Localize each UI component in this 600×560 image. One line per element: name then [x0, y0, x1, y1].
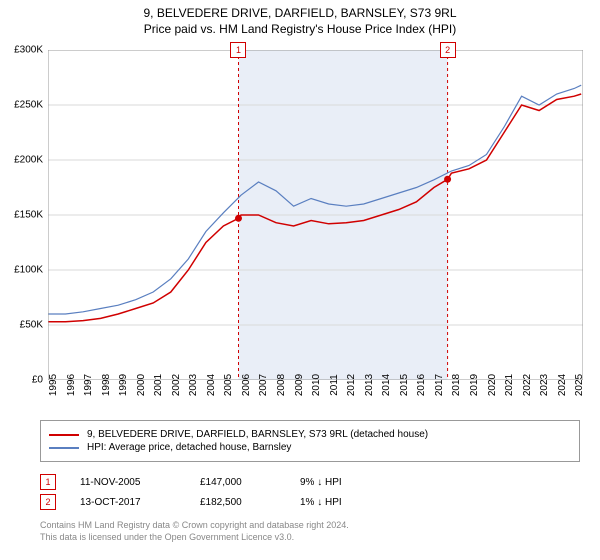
y-axis-label: £0	[32, 375, 43, 386]
marker-row: 1 11-NOV-2005 £147,000 9% ↓ HPI	[40, 474, 580, 490]
y-axis-label: £250K	[14, 100, 43, 111]
x-axis-label: 2025	[574, 374, 585, 396]
x-axis-label: 2001	[153, 374, 164, 396]
x-axis-label: 2007	[258, 374, 269, 396]
x-axis-label: 1999	[118, 374, 129, 396]
marker-box-2: 2	[40, 494, 56, 510]
legend: 9, BELVEDERE DRIVE, DARFIELD, BARNSLEY, …	[40, 420, 580, 462]
chart-area: £0£50K£100K£150K£200K£250K£300K199519961…	[48, 50, 583, 380]
y-axis-label: £100K	[14, 265, 43, 276]
legend-swatch	[49, 447, 79, 449]
footer: Contains HM Land Registry data © Crown c…	[40, 520, 349, 543]
annotation-marker: 1	[230, 42, 246, 58]
x-axis-label: 2014	[381, 374, 392, 396]
y-axis-label: £200K	[14, 155, 43, 166]
chart-title-sub: Price paid vs. HM Land Registry's House …	[0, 22, 600, 36]
legend-label: 9, BELVEDERE DRIVE, DARFIELD, BARNSLEY, …	[87, 429, 428, 440]
x-axis-label: 2005	[223, 374, 234, 396]
x-axis-label: 2023	[539, 374, 550, 396]
x-axis-label: 2013	[364, 374, 375, 396]
marker-delta: 1% ↓ HPI	[300, 497, 400, 508]
y-axis-label: £300K	[14, 45, 43, 56]
x-axis-label: 2024	[557, 374, 568, 396]
chart-title-main: 9, BELVEDERE DRIVE, DARFIELD, BARNSLEY, …	[0, 6, 600, 20]
x-axis-label: 1996	[66, 374, 77, 396]
x-axis-label: 2021	[504, 374, 515, 396]
legend-label: HPI: Average price, detached house, Barn…	[87, 442, 291, 453]
legend-row: HPI: Average price, detached house, Barn…	[49, 442, 571, 453]
x-axis-label: 2003	[188, 374, 199, 396]
marker-delta: 9% ↓ HPI	[300, 477, 400, 488]
x-axis-label: 2020	[487, 374, 498, 396]
x-axis-label: 2008	[276, 374, 287, 396]
legend-swatch	[49, 434, 79, 436]
marker-row: 2 13-OCT-2017 £182,500 1% ↓ HPI	[40, 494, 580, 510]
legend-row: 9, BELVEDERE DRIVE, DARFIELD, BARNSLEY, …	[49, 429, 571, 440]
x-axis-label: 2017	[434, 374, 445, 396]
x-axis-label: 2019	[469, 374, 480, 396]
marker-table: 1 11-NOV-2005 £147,000 9% ↓ HPI 2 13-OCT…	[40, 470, 580, 514]
x-axis-label: 2010	[311, 374, 322, 396]
x-axis-label: 1997	[83, 374, 94, 396]
marker-box-1: 1	[40, 474, 56, 490]
annotation-marker: 2	[440, 42, 456, 58]
y-axis-label: £50K	[20, 320, 43, 331]
x-axis-label: 1998	[101, 374, 112, 396]
x-axis-label: 1995	[48, 374, 59, 396]
x-axis-label: 2002	[171, 374, 182, 396]
x-axis-label: 2004	[206, 374, 217, 396]
x-axis-label: 2006	[241, 374, 252, 396]
x-axis-label: 2009	[294, 374, 305, 396]
x-axis-label: 2015	[399, 374, 410, 396]
marker-price: £182,500	[200, 497, 300, 508]
x-axis-label: 2022	[522, 374, 533, 396]
marker-price: £147,000	[200, 477, 300, 488]
line-chart	[48, 50, 583, 380]
marker-date: 13-OCT-2017	[80, 497, 200, 508]
x-axis-label: 2016	[416, 374, 427, 396]
footer-line-1: Contains HM Land Registry data © Crown c…	[40, 520, 349, 532]
x-axis-label: 2012	[346, 374, 357, 396]
x-axis-label: 2011	[329, 374, 340, 396]
marker-date: 11-NOV-2005	[80, 477, 200, 488]
footer-line-2: This data is licensed under the Open Gov…	[40, 532, 349, 544]
y-axis-label: £150K	[14, 210, 43, 221]
x-axis-label: 2018	[451, 374, 462, 396]
x-axis-label: 2000	[136, 374, 147, 396]
